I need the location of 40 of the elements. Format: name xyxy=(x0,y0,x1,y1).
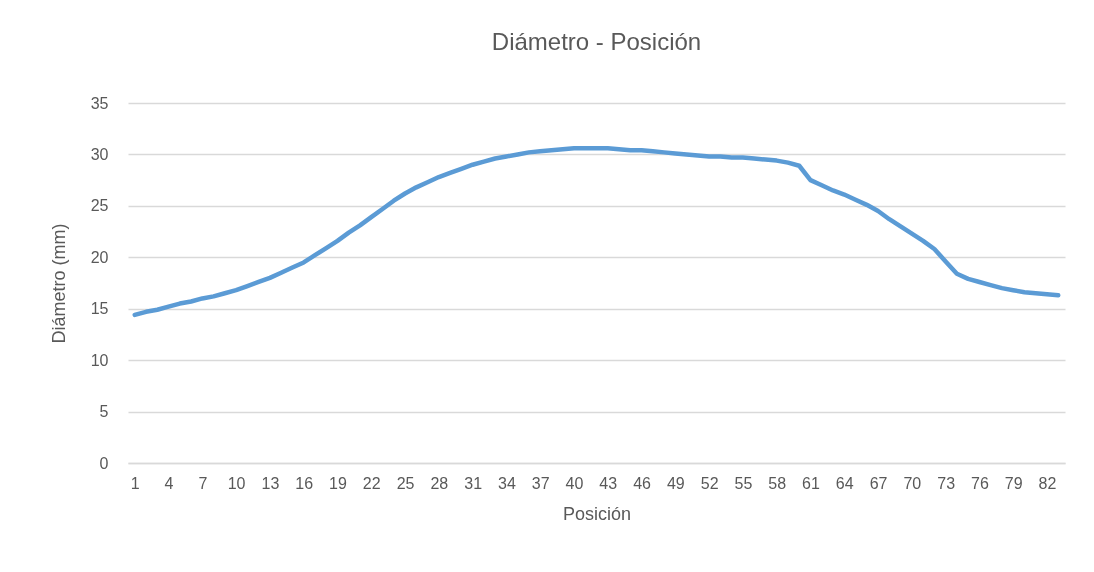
x-tick-label: 7 xyxy=(198,474,208,492)
x-tick-label: 31 xyxy=(464,474,483,492)
y-tick-label: 30 xyxy=(90,145,109,163)
x-tick-label: 46 xyxy=(633,474,652,492)
y-tick-label: 5 xyxy=(99,403,109,421)
x-tick-label: 1 xyxy=(130,474,140,492)
x-tick-label: 4 xyxy=(164,474,174,492)
y-tick-label: 0 xyxy=(99,454,109,472)
y-tick-label: 25 xyxy=(90,197,109,215)
x-tick-label: 64 xyxy=(835,474,854,492)
x-tick-label: 16 xyxy=(295,474,314,492)
x-tick-label: 34 xyxy=(498,474,516,492)
x-tick-label: 67 xyxy=(869,474,888,492)
chart-title: Diámetro - Posición xyxy=(491,28,702,55)
y-axis-title: Diámetro (mm) xyxy=(48,223,69,344)
x-tick-label: 13 xyxy=(261,474,280,492)
x-tick-label: 40 xyxy=(565,474,584,492)
x-tick-label: 70 xyxy=(903,474,922,492)
x-tick-label: 79 xyxy=(1004,474,1023,492)
x-tick-label: 25 xyxy=(396,474,415,492)
x-tick-label: 58 xyxy=(768,474,787,492)
x-tick-label: 28 xyxy=(430,474,449,492)
x-tick-label: 73 xyxy=(937,474,956,492)
x-tick-label: 22 xyxy=(362,474,381,492)
y-tick-label: 20 xyxy=(90,248,109,266)
x-tick-label: 37 xyxy=(531,474,550,492)
line-series xyxy=(132,146,1061,318)
x-tick-label: 76 xyxy=(971,474,989,492)
x-tick-label: 10 xyxy=(227,474,246,492)
y-tick-label: 10 xyxy=(90,351,109,369)
x-axis-title: Posición xyxy=(562,503,632,524)
x-tick-label: 43 xyxy=(599,474,618,492)
x-tick-label: 82 xyxy=(1038,474,1057,492)
y-tick-label: 35 xyxy=(90,94,109,112)
y-tick-label: 15 xyxy=(90,300,109,318)
x-tick-label: 19 xyxy=(329,474,347,492)
x-tick-label: 55 xyxy=(734,474,753,492)
x-tick-label: 61 xyxy=(802,474,820,492)
x-tick-label: 49 xyxy=(666,474,685,492)
x-tick-label: 52 xyxy=(700,474,719,492)
